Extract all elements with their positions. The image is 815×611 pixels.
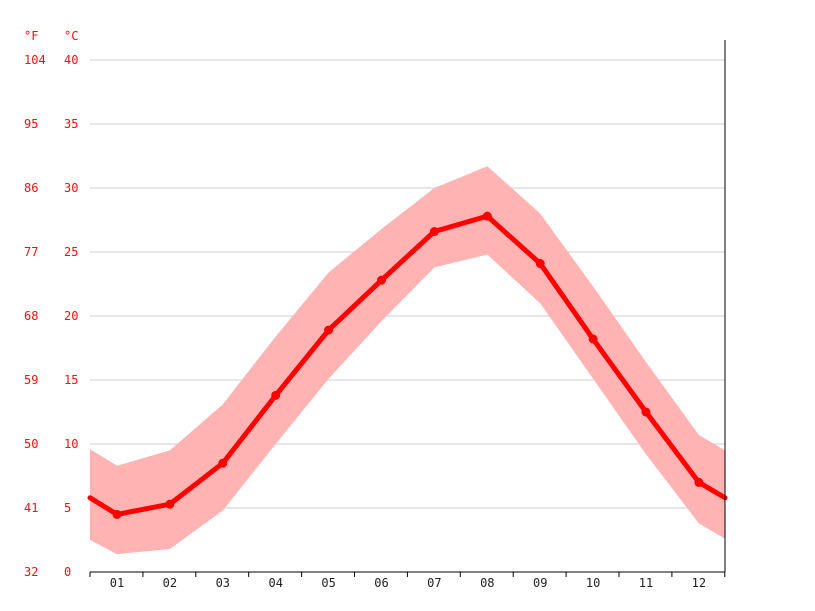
axes <box>89 40 726 577</box>
y-tick-label-fahrenheit: 32 <box>24 565 38 579</box>
fahrenheit-unit-label: °F <box>24 29 38 43</box>
x-tick-label-month: 11 <box>639 576 653 590</box>
x-tick-label-month: 03 <box>216 576 230 590</box>
data-point <box>535 259 545 269</box>
data-point <box>377 275 386 285</box>
y-tick-label-celsius: 15 <box>64 373 78 387</box>
axis-labels: °F °C 0 32 5 41 10 50 15 59 20 68 25 77 30 86 35 95 40 10… <box>24 29 706 590</box>
data-point <box>641 407 651 417</box>
x-tick-label-month: 12 <box>692 576 706 590</box>
data-point <box>165 499 175 509</box>
average-temperature-line <box>87 213 728 517</box>
x-tick-label-month: 04 <box>268 576 282 590</box>
data-point <box>694 477 704 487</box>
y-tick-label-celsius: 20 <box>64 309 78 323</box>
data-point <box>271 390 281 400</box>
x-tick-label-month: 08 <box>480 576 494 590</box>
x-tick-label-month: 06 <box>374 576 388 590</box>
y-tick-label-fahrenheit: 68 <box>24 309 38 323</box>
y-tick-label-celsius: 40 <box>64 53 78 67</box>
y-tick-label-fahrenheit: 50 <box>24 437 38 451</box>
data-point <box>218 458 228 468</box>
y-tick-label-celsius: 10 <box>64 437 78 451</box>
y-tick-label-fahrenheit: 41 <box>24 501 38 515</box>
y-tick-label-fahrenheit: 86 <box>24 181 38 195</box>
x-tick-label-month: 05 <box>321 576 335 590</box>
y-tick-label-celsius: 35 <box>64 117 78 131</box>
y-tick-label-celsius: 25 <box>64 245 78 259</box>
x-tick-label-month: 07 <box>427 576 441 590</box>
x-tick-label-month: 01 <box>110 576 124 590</box>
data-point <box>588 334 598 344</box>
x-tick-label-month: 10 <box>586 576 600 590</box>
x-tick-label-month: 02 <box>163 576 177 590</box>
x-tick-label-month: 09 <box>533 576 547 590</box>
data-point <box>429 227 439 237</box>
y-tick-label-celsius: 5 <box>64 501 71 515</box>
average-temperature-series <box>87 211 728 519</box>
y-tick-label-fahrenheit: 104 <box>24 53 46 67</box>
y-tick-label-celsius: 0 <box>64 565 71 579</box>
y-tick-label-fahrenheit: 95 <box>24 117 38 131</box>
temperature-range-area <box>90 166 725 555</box>
data-point <box>482 211 492 221</box>
y-tick-label-fahrenheit: 59 <box>24 373 38 387</box>
data-point <box>324 325 334 335</box>
y-tick-label-fahrenheit: 77 <box>24 245 38 259</box>
y-tick-label-celsius: 30 <box>64 181 78 195</box>
celsius-unit-label: °C <box>64 29 78 43</box>
data-point <box>112 509 122 519</box>
temperature-range-band <box>90 166 725 555</box>
